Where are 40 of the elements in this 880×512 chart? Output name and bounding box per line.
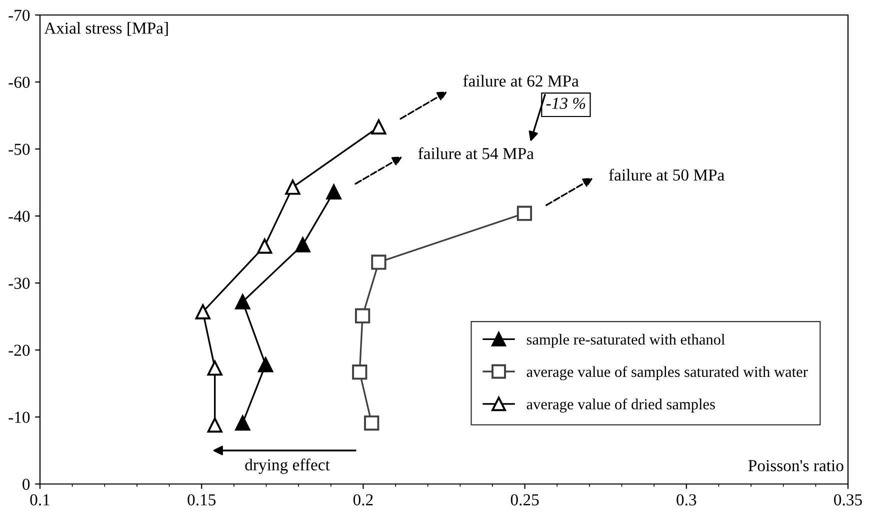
point <box>371 119 386 134</box>
annotation: failure at 54 MPa <box>418 147 534 160</box>
legend-label: sample re-saturated with ethanol <box>526 334 725 348</box>
point <box>364 415 380 431</box>
point <box>235 294 250 310</box>
point <box>295 237 310 252</box>
point <box>326 184 342 200</box>
point <box>207 417 222 433</box>
point <box>285 180 300 195</box>
point <box>195 304 210 320</box>
point <box>516 206 532 221</box>
annotation: drying effect <box>245 458 330 474</box>
y-tick-label: -70 <box>8 10 30 21</box>
point <box>258 357 274 372</box>
y-tick-label: -30 <box>8 278 30 289</box>
x-tick-label: 0.35 <box>834 494 862 506</box>
y-axis-title: Axial stress [MPa] <box>44 22 168 36</box>
y-tick-label: -40 <box>8 210 30 222</box>
legend-label: average value of dried samples <box>526 398 715 413</box>
point <box>352 364 368 380</box>
y-tick-label: 0 <box>22 478 30 490</box>
annotation: -13 % <box>546 98 586 110</box>
y-tick-label: -20 <box>8 344 30 356</box>
y-tick-label: -10 <box>8 412 30 423</box>
legend-label: average value of samples saturated with water <box>526 366 808 380</box>
x-tick-label: 0.2 <box>353 494 373 506</box>
y-tick-label: -50 <box>8 144 30 155</box>
annotation: failure at 62 MPa <box>463 74 579 87</box>
point <box>207 360 222 376</box>
point <box>235 415 250 431</box>
annotation: failure at 50 MPa <box>609 168 724 181</box>
x-axis-title: Poisson's ratio <box>748 460 844 472</box>
x-tick-label: 0.15 <box>188 494 216 506</box>
y-tick-label: -60 <box>8 76 30 88</box>
x-tick-label: 0.1 <box>30 494 50 506</box>
x-tick-label: 0.3 <box>676 494 696 506</box>
point <box>354 308 370 324</box>
x-tick-label: 0.25 <box>510 494 539 506</box>
point <box>257 238 272 254</box>
point <box>371 254 386 270</box>
